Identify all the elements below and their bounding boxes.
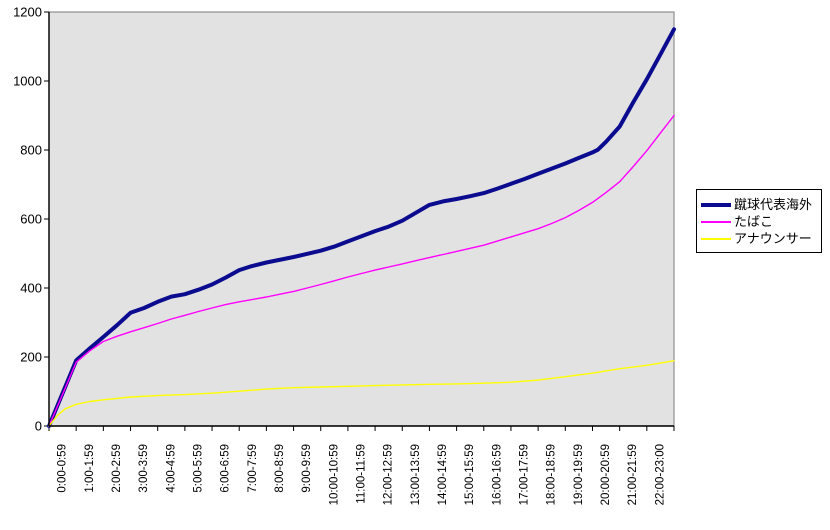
x-axis-label: 12:00-12:59 bbox=[383, 444, 395, 505]
y-axis-label: 800 bbox=[20, 143, 42, 158]
y-axis-label: 1200 bbox=[13, 5, 42, 20]
y-axis-label: 200 bbox=[20, 350, 42, 365]
legend-item: たばこ bbox=[701, 213, 818, 230]
plot-background bbox=[48, 11, 675, 427]
y-axis-label: 0 bbox=[35, 419, 42, 434]
legend-item: 蹴球代表海外 bbox=[701, 196, 818, 213]
series-line-2 bbox=[48, 360, 675, 427]
legend-item: アナウンサー bbox=[701, 230, 818, 247]
x-axis-label: 3:00-3:59 bbox=[138, 444, 150, 493]
x-axis-label: 7:00-7:59 bbox=[247, 444, 259, 493]
x-axis-label: 1:00-1:59 bbox=[84, 444, 96, 493]
legend: 蹴球代表海外 たばこアナウンサー bbox=[696, 189, 822, 253]
x-axis-label: 9:00-9:59 bbox=[301, 444, 313, 493]
y-axis-label: 1000 bbox=[13, 74, 42, 89]
legend-line-swatch bbox=[701, 237, 731, 240]
x-axis-label: 21:00-21:59 bbox=[627, 444, 639, 505]
x-axis-label: 22:00-23:00 bbox=[654, 444, 666, 505]
series-line-0 bbox=[47, 27, 676, 428]
x-axis-label: 15:00-15:59 bbox=[464, 444, 476, 505]
legend-label: アナウンサー bbox=[734, 231, 812, 246]
legend-line-swatch bbox=[701, 220, 731, 223]
x-axis-label: 14:00-14:59 bbox=[437, 444, 449, 505]
x-axis-label: 19:00-19:59 bbox=[573, 444, 585, 505]
x-axis-label: 16:00-16:59 bbox=[491, 444, 503, 505]
x-axis-label: 18:00-18:59 bbox=[546, 444, 558, 505]
x-axis-label: 10:00-10:59 bbox=[328, 444, 340, 505]
y-axis-label: 400 bbox=[20, 281, 42, 296]
x-axis-label: 11:00-11:59 bbox=[356, 444, 368, 504]
y-axis-label: 600 bbox=[20, 212, 42, 227]
x-axis-label: 2:00-2:59 bbox=[111, 444, 123, 493]
x-axis-label: 8:00-8:59 bbox=[274, 444, 286, 493]
x-axis-label: 6:00-6:59 bbox=[220, 444, 232, 493]
series-line-1 bbox=[48, 114, 675, 427]
x-axis-label: 5:00-5:59 bbox=[192, 444, 204, 493]
x-axis-label: 20:00-20:59 bbox=[600, 444, 612, 505]
x-axis-label: 4:00-4:59 bbox=[165, 444, 177, 493]
legend-label: たばこ bbox=[734, 214, 774, 229]
x-axis-label: 0:00-0:59 bbox=[57, 444, 69, 493]
x-axis-label: 17:00-17:59 bbox=[519, 444, 531, 505]
legend-line-swatch bbox=[701, 202, 731, 207]
legend-label: 蹴球代表海外 bbox=[734, 197, 813, 212]
x-axis-label: 13:00-13:59 bbox=[410, 444, 422, 505]
